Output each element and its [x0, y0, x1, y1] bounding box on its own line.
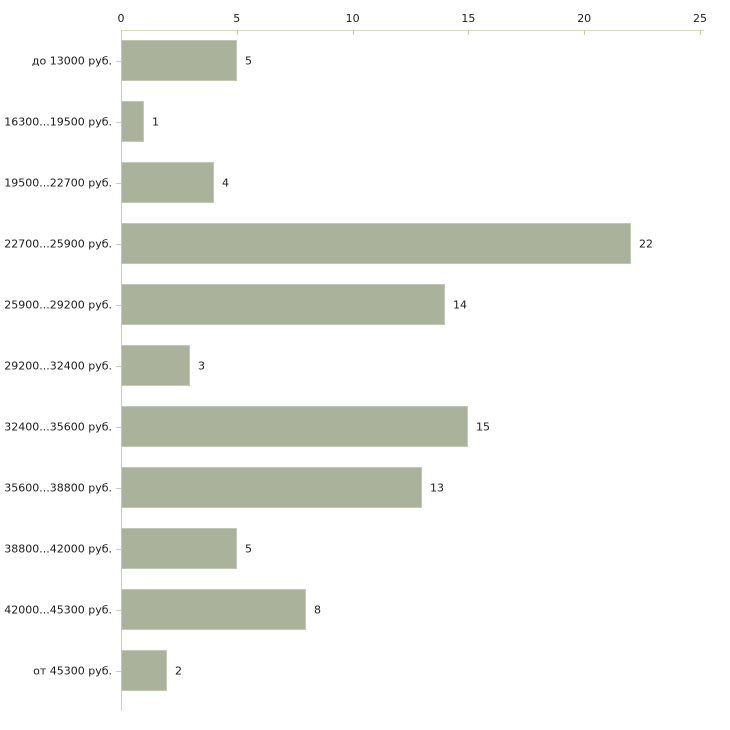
category-label: 29200...32400 руб. [4, 359, 112, 372]
x-axis-tick-mark [236, 30, 238, 35]
bar [121, 589, 306, 630]
bar-value-label: 1 [152, 115, 159, 128]
bar-value-label: 22 [639, 237, 653, 250]
category-tick-mark [116, 182, 121, 184]
category-label: 32400...35600 руб. [4, 420, 112, 433]
category-tick-mark [116, 121, 121, 123]
bar [121, 406, 468, 447]
bar [121, 284, 445, 325]
bar [121, 223, 631, 264]
bar-row: 19500...22700 руб. 4 [0, 152, 730, 213]
category-tick-mark [116, 304, 121, 306]
bar [121, 650, 167, 691]
bar-row: 29200...32400 руб. 3 [0, 335, 730, 396]
bar-row: 25900...29200 руб. 14 [0, 274, 730, 335]
category-tick-mark [116, 487, 121, 489]
bar-value-label: 13 [430, 481, 444, 494]
bar-row: 35600...38800 руб. 13 [0, 457, 730, 518]
bar [121, 101, 144, 142]
bar-row: 42000...45300 руб. 8 [0, 579, 730, 640]
x-axis-tick-label: 15 [461, 12, 476, 25]
bar-value-label: 5 [245, 542, 252, 555]
x-axis-line [121, 30, 704, 31]
category-label: 22700...25900 руб. [4, 237, 112, 250]
category-tick-mark [116, 609, 121, 611]
bar-value-label: 5 [245, 54, 252, 67]
bar [121, 528, 237, 569]
bar-value-label: 3 [198, 359, 205, 372]
category-label: 35600...38800 руб. [4, 481, 112, 494]
bar-value-label: 2 [175, 664, 182, 677]
category-tick-mark [116, 670, 121, 672]
x-axis-tick-label: 0 [117, 12, 125, 25]
category-label: до 13000 руб. [31, 54, 112, 67]
x-axis-tick-label: 20 [577, 12, 592, 25]
bar-row: 38800...42000 руб. 5 [0, 518, 730, 579]
x-axis-tick-mark [352, 30, 354, 35]
bar [121, 162, 214, 203]
category-label: от 45300 руб. [33, 664, 112, 677]
category-tick-mark [116, 60, 121, 62]
x-axis-tick-mark [584, 30, 586, 35]
x-axis-tick-label: 25 [693, 12, 707, 25]
bar-value-label: 15 [476, 420, 490, 433]
bar-value-label: 14 [453, 298, 467, 311]
category-tick-mark [116, 243, 121, 245]
bar-row: 32400...35600 руб. 15 [0, 396, 730, 457]
bar-row: 16300...19500 руб. 1 [0, 91, 730, 152]
bar [121, 467, 422, 508]
x-axis-tick-mark [700, 30, 701, 35]
category-tick-mark [116, 426, 121, 428]
category-tick-mark [116, 548, 121, 550]
bar [121, 40, 237, 81]
bar [121, 345, 190, 386]
x-axis-tick-mark [468, 30, 470, 35]
bar-value-label: 8 [314, 603, 321, 616]
x-axis-tick-label: 10 [345, 12, 360, 25]
category-tick-mark [116, 365, 121, 367]
bar-value-label: 4 [222, 176, 229, 189]
category-label: 42000...45300 руб. [4, 603, 112, 616]
x-axis-tick-label: 5 [233, 12, 241, 25]
category-label: 38800...42000 руб. [4, 542, 112, 555]
category-label: 25900...29200 руб. [4, 298, 112, 311]
bar-row: 22700...25900 руб. 22 [0, 213, 730, 274]
category-label: 16300...19500 руб. [4, 115, 112, 128]
bar-row: до 13000 руб. 5 [0, 30, 730, 91]
category-label: 19500...22700 руб. [4, 176, 112, 189]
bar-row: от 45300 руб. 2 [0, 640, 730, 701]
